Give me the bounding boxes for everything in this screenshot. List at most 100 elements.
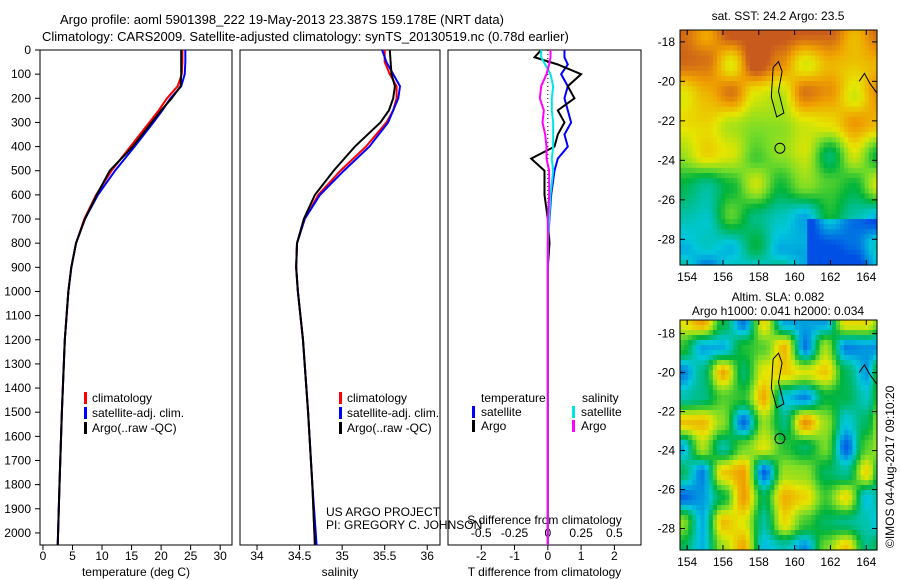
map-cell [860, 380, 866, 386]
map-cell [696, 540, 702, 546]
map-cell [827, 142, 833, 149]
map-cell [729, 425, 734, 431]
map-cell [844, 480, 849, 486]
map-cell [799, 525, 804, 531]
map-cell [737, 152, 743, 159]
map-cell [774, 229, 780, 235]
map-cell [753, 234, 759, 241]
map-cell [688, 86, 693, 92]
map-cell [840, 520, 845, 526]
map-cell [807, 60, 812, 67]
map-cell [823, 35, 829, 41]
map-cell [749, 325, 755, 331]
map-cell [794, 137, 800, 143]
map-cell [741, 35, 747, 41]
map-cell [762, 75, 767, 82]
map-cell [733, 480, 739, 486]
map-cell [737, 480, 743, 486]
map-cell [680, 395, 685, 401]
map-cell [704, 440, 710, 446]
map-cell [733, 60, 739, 67]
map-cell [700, 244, 706, 251]
map-cell [860, 55, 866, 62]
map-cell [782, 530, 788, 536]
map-cell [778, 350, 784, 356]
map-cell [852, 510, 858, 516]
map-cell [745, 106, 751, 113]
map-cell [737, 50, 743, 57]
map-cell [692, 147, 698, 154]
map-cell [712, 40, 718, 46]
map-cell [770, 157, 775, 164]
map-cell [741, 385, 747, 391]
map-cell [757, 40, 763, 46]
map-cell [680, 545, 685, 551]
map-cell [852, 320, 858, 326]
map-cell [831, 470, 837, 476]
map-cell [778, 127, 784, 133]
map-cell [786, 142, 792, 149]
map-cell [721, 229, 726, 235]
map-cell [749, 254, 755, 261]
map-cell [696, 370, 702, 376]
map-cell [762, 490, 767, 496]
map-cell [864, 244, 870, 251]
map-cell [811, 395, 817, 401]
map-cell [778, 465, 784, 471]
x-tick-label: 25 [184, 549, 198, 563]
map-cell [684, 530, 689, 536]
map-cell [786, 465, 792, 471]
map-cell [852, 50, 858, 57]
map-cell [729, 530, 734, 536]
map-cell [835, 213, 841, 220]
map-cell [799, 535, 804, 541]
map-cell [852, 75, 858, 82]
map-cell [799, 203, 804, 210]
map-cell [700, 510, 706, 516]
map-cell [848, 111, 853, 118]
map-cell [803, 219, 808, 225]
map-cell [745, 152, 751, 159]
map-x-tick-label: 158 [749, 555, 769, 569]
map-cell [786, 490, 792, 496]
map-cell [725, 520, 730, 526]
map-cell [786, 390, 792, 396]
map-cell [753, 30, 759, 36]
map-cell [823, 345, 829, 351]
map-cell [835, 183, 841, 189]
map-cell [827, 485, 833, 491]
map-cell [737, 410, 743, 416]
map-cell [762, 183, 767, 189]
map-cell [872, 425, 878, 431]
map-cell [725, 530, 730, 536]
map-cell [684, 198, 689, 205]
map-cell [827, 475, 833, 481]
map-cell [692, 96, 698, 103]
map-cell [852, 101, 858, 108]
map-cell [696, 219, 702, 225]
map-cell [729, 219, 734, 225]
map-cell [766, 30, 771, 36]
map-cell [872, 101, 878, 108]
map-cell [757, 193, 763, 200]
map-cell [704, 390, 710, 396]
map-cell [729, 137, 734, 143]
map-cell [864, 335, 870, 341]
map-cell [725, 239, 730, 246]
map-cell [811, 445, 817, 451]
map-cell [721, 173, 726, 179]
map-cell [700, 320, 706, 326]
map-cell [716, 360, 722, 366]
map-cell [831, 60, 837, 67]
map-cell [790, 335, 796, 341]
map-cell [868, 360, 874, 366]
map-cell [782, 229, 788, 235]
map-cell [684, 360, 689, 366]
map-cell [844, 75, 849, 82]
map-cell [811, 239, 817, 246]
map-cell [864, 355, 870, 361]
map-cell [716, 35, 722, 41]
map-cell [733, 178, 739, 184]
map-cell [757, 415, 763, 421]
map-cell [774, 435, 780, 441]
